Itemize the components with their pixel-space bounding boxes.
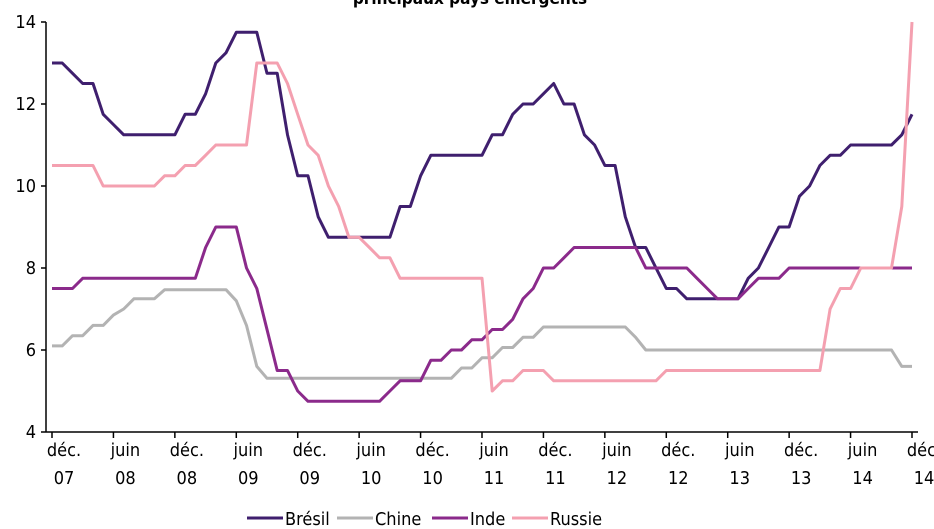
y-tick-label: 6 — [26, 340, 36, 361]
x-tick-label: juin 09 — [233, 440, 264, 489]
x-tick-label: juin 13 — [724, 440, 755, 489]
x-tick-label: juin 10 — [355, 440, 386, 489]
x-tick-label: déc.14 — [907, 440, 934, 489]
x-tick-label: juin 14 — [847, 440, 878, 489]
legend-label: Russie — [550, 509, 602, 529]
series-line — [52, 288, 912, 380]
y-tick-label: 10 — [15, 176, 36, 197]
x-tick-label: déc. 11 — [538, 440, 572, 489]
x-tick-label: déc. 09 — [293, 440, 327, 489]
legend-label: Inde — [470, 509, 505, 529]
legend-label: Brésil — [285, 509, 330, 529]
y-tick-label: 14 — [15, 12, 36, 33]
x-tick-label: déc. 10 — [415, 440, 449, 489]
series-line — [52, 30, 914, 301]
legend-label: Chine — [375, 509, 421, 529]
x-tick-label: juin 12 — [601, 440, 632, 489]
x-tick-label: déc. 07 — [47, 440, 81, 489]
chart-title: principaux pays émergents — [353, 0, 587, 9]
x-tick-label: juin 11 — [478, 440, 509, 489]
series-line — [52, 21, 914, 393]
y-tick-label: 8 — [26, 258, 36, 279]
series-line — [52, 225, 912, 403]
x-tick-label: juin 08 — [110, 440, 141, 489]
x-tick-label: déc. 12 — [661, 440, 695, 489]
y-tick-label: 4 — [26, 422, 36, 443]
y-tick-label: 12 — [15, 94, 36, 115]
x-tick-label: déc. 08 — [170, 440, 204, 489]
x-tick-label: déc. 13 — [784, 440, 818, 489]
